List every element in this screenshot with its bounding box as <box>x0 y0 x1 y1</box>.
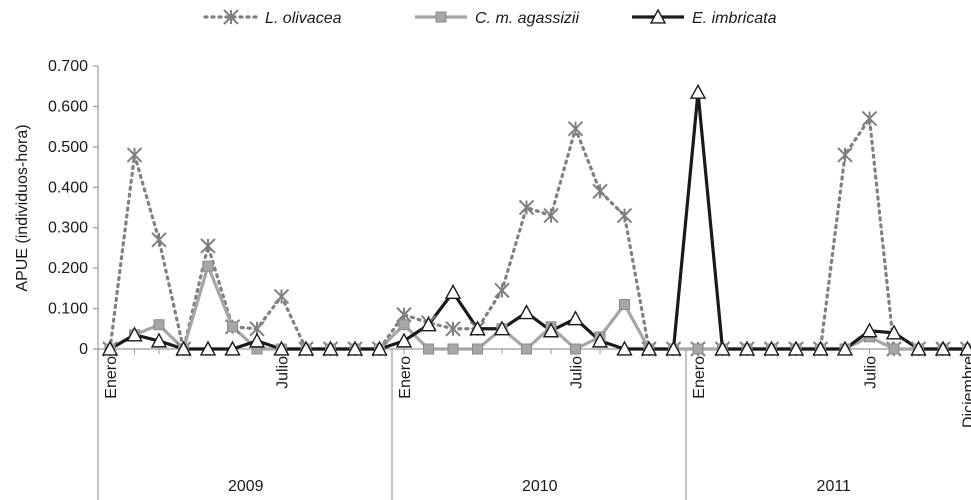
data-point-triangle <box>640 340 658 356</box>
month-label: Enero <box>691 356 708 399</box>
series-line-square <box>109 264 968 351</box>
data-point-triangle <box>934 340 952 356</box>
y-tick-label: 0.200 <box>48 260 88 277</box>
data-point-triangle <box>493 320 511 336</box>
data-point-square <box>202 260 214 272</box>
data-point-triangle <box>787 340 805 356</box>
data-point-square <box>435 11 447 23</box>
data-point-asterisk <box>543 207 559 224</box>
data-point-triangle <box>248 332 266 348</box>
data-point-triangle <box>910 340 927 356</box>
y-tick-label: 0.400 <box>48 179 88 196</box>
data-point-triangle <box>861 322 878 338</box>
y-tick-label: 0.500 <box>48 139 88 156</box>
month-label: Enero <box>103 356 120 399</box>
data-point-asterisk <box>445 321 461 337</box>
data-point-asterisk <box>494 282 510 299</box>
data-point-triangle <box>665 340 682 356</box>
data-point-triangle <box>273 340 290 356</box>
data-point-triangle <box>738 340 756 356</box>
data-point-triangle <box>591 332 609 348</box>
data-point-triangle <box>959 340 971 356</box>
data-point-triangle <box>175 340 192 356</box>
data-point-triangle <box>812 340 829 356</box>
data-point-asterisk <box>126 147 143 163</box>
data-point-triangle <box>689 83 707 99</box>
data-point-triangle <box>616 340 633 356</box>
data-point-square <box>692 343 704 355</box>
data-point-triangle <box>649 8 667 24</box>
year-label: 2010 <box>522 478 558 495</box>
data-point-triangle <box>395 332 413 348</box>
data-point-triangle <box>346 340 364 356</box>
data-point-square <box>888 343 900 355</box>
data-point-asterisk <box>273 288 290 305</box>
data-point-triangle <box>444 283 462 300</box>
y-tick-label: 0.600 <box>48 98 88 115</box>
legend: L. olivacea C. m. agassizii E. imbricata <box>203 8 777 27</box>
data-point-triangle <box>763 340 780 356</box>
data-point-square <box>447 343 459 355</box>
month-label: Julio <box>863 356 880 389</box>
data-point-asterisk <box>200 238 216 254</box>
legend-label: E. imbricata <box>692 10 777 27</box>
data-point-triangle <box>469 320 486 336</box>
month-label: Julio <box>569 356 586 389</box>
data-point-asterisk <box>592 183 608 200</box>
data-point-triangle <box>518 304 535 320</box>
legend-label: C. m. agassizii <box>475 10 579 27</box>
x-axis: Enero Julio Enero Julio Enero Julio Diciembre 2… <box>97 348 971 500</box>
data-point-triangle <box>297 340 315 356</box>
legend-label: L. olivacea <box>265 10 342 27</box>
data-point-asterisk <box>837 147 853 163</box>
series-line-asterisk <box>108 116 970 351</box>
data-point-triangle <box>126 326 143 342</box>
data-point-square <box>153 319 165 331</box>
data-point-square <box>423 343 434 355</box>
series-line-triangle <box>109 90 968 351</box>
y-tick-label: 0.100 <box>48 301 88 318</box>
data-point-triangle <box>714 340 731 356</box>
data-point-asterisk <box>223 9 239 25</box>
data-point-square <box>398 319 410 331</box>
y-tick-label: 0 <box>79 341 88 358</box>
data-point-triangle <box>885 324 903 340</box>
data-point-triangle <box>542 322 560 338</box>
data-point-asterisk <box>616 207 633 224</box>
data-point-square <box>227 321 238 333</box>
data-point-triangle <box>199 340 217 356</box>
data-point-triangle <box>567 310 584 326</box>
month-label: Julio <box>275 356 292 389</box>
y-axis-title: APUE (individuos-hora) <box>14 124 31 291</box>
month-label: Enero <box>397 356 414 399</box>
data-point-asterisk <box>567 120 584 137</box>
month-label: Diciembre <box>961 356 971 428</box>
data-point-square <box>619 299 630 311</box>
y-tick-label: 0.700 <box>48 58 88 75</box>
data-point-asterisk <box>151 232 167 248</box>
data-point-square <box>570 343 581 355</box>
series-layer <box>101 83 971 357</box>
data-point-triangle <box>322 340 339 356</box>
data-point-triangle <box>371 340 388 356</box>
data-point-asterisk <box>861 110 878 127</box>
data-point-square <box>521 343 532 355</box>
y-axis: 0 0.100 0.200 0.300 0.400 0.500 0.600 0.700 <box>48 58 99 358</box>
data-point-triangle <box>101 340 119 356</box>
y-tick-label: 0.300 <box>48 220 88 237</box>
data-point-triangle <box>420 316 437 332</box>
year-label: 2009 <box>228 478 264 495</box>
data-point-triangle <box>836 340 854 356</box>
year-label: 2011 <box>817 478 852 495</box>
data-point-triangle <box>150 332 168 348</box>
data-point-square <box>472 343 483 355</box>
data-point-triangle <box>224 340 241 356</box>
data-point-asterisk <box>518 199 535 216</box>
